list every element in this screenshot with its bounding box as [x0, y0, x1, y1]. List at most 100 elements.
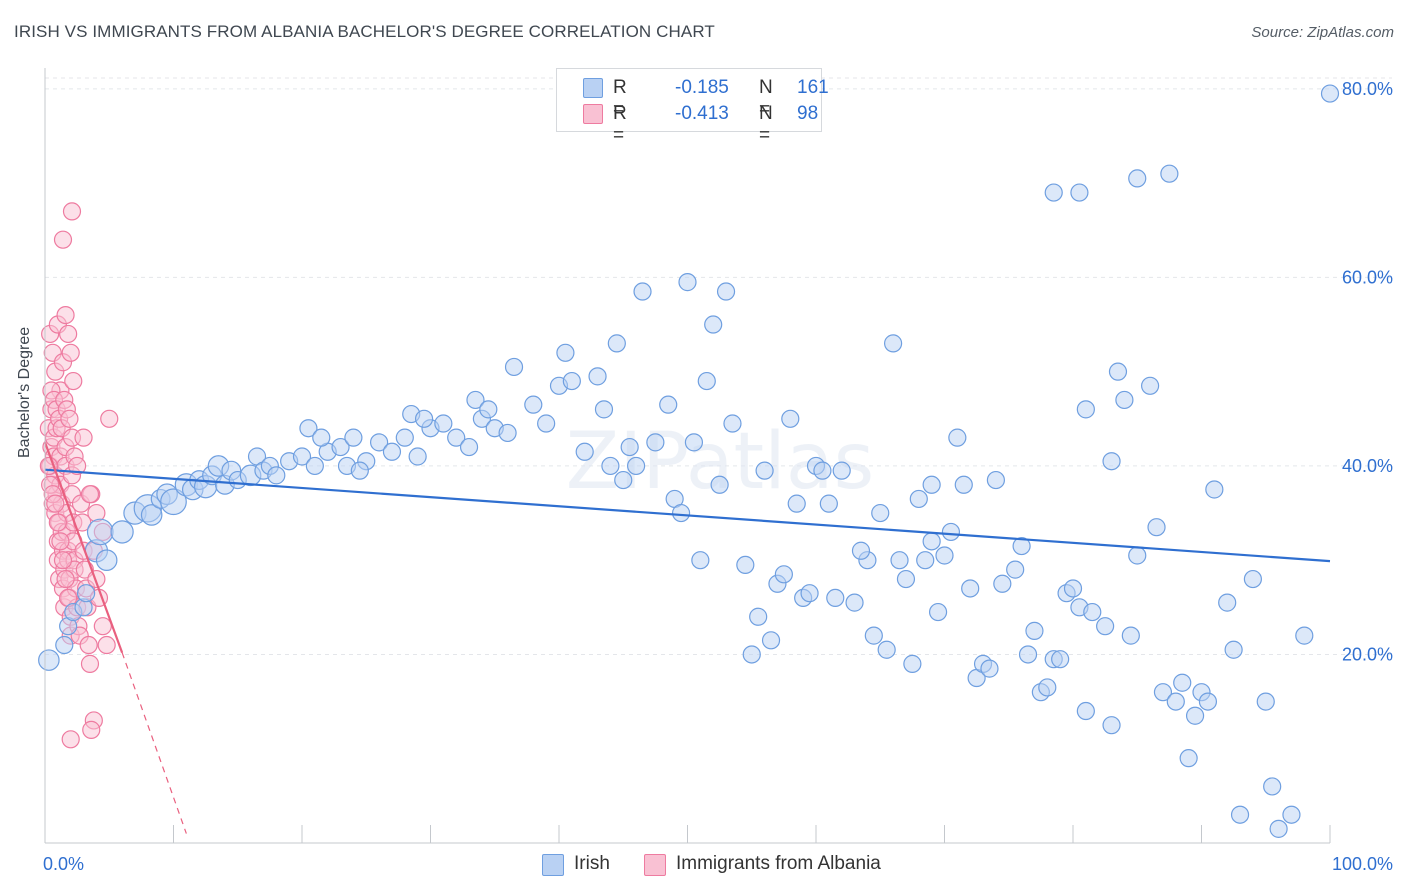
irish-point [1179, 749, 1198, 768]
albania-point [68, 456, 87, 476]
albania-legend-label: Immigrants from Albania [676, 853, 881, 874]
y-tick-label: 80.0% [1342, 79, 1393, 99]
irish-point [1147, 518, 1166, 537]
albania-point [56, 305, 75, 325]
irish-point [594, 400, 614, 419]
irish-point [787, 494, 806, 513]
irish-point [562, 371, 581, 391]
irish-point [1198, 692, 1218, 711]
source-prefix: Source: [1251, 24, 1308, 41]
x-tick-label: 0.0% [43, 854, 84, 874]
irish-point [890, 551, 909, 570]
albania-point [87, 569, 106, 589]
irish-point [761, 631, 781, 650]
albania-point [80, 485, 100, 504]
irish-point [736, 555, 755, 575]
irish-point [1320, 84, 1340, 103]
r-label: R = [613, 103, 627, 146]
albania-point [48, 513, 67, 532]
irish-point [1070, 183, 1089, 202]
axis-layer: 20.0% 40.0% 60.0% 80.0% 0.0% 100.0% [43, 68, 1393, 874]
irish-trend-line [44, 468, 1331, 563]
irish-points-layer [38, 84, 1340, 838]
irish-point [819, 494, 838, 513]
irish-point [38, 649, 60, 671]
irish-point [1051, 650, 1070, 669]
irish-point [742, 645, 761, 664]
irish-point [86, 518, 114, 546]
irish-point [697, 371, 716, 391]
irish-point [1160, 164, 1179, 183]
irish-point [883, 334, 903, 353]
irish-r-value: -0.185 [675, 77, 729, 98]
irish-point [774, 565, 793, 584]
irish-point [896, 569, 916, 589]
irish-point [299, 419, 318, 438]
irish-point [395, 428, 414, 447]
chart-title: IRISH VS IMMIGRANTS FROM ALBANIA BACHELO… [14, 22, 715, 41]
irish-point [813, 461, 832, 480]
albania-point [56, 569, 75, 589]
albania-point [53, 230, 73, 249]
irish-point [588, 367, 607, 386]
irish-point [1153, 683, 1173, 702]
albania-point [79, 635, 98, 655]
irish-point [922, 532, 941, 551]
irish-point [871, 503, 890, 523]
irish-point [466, 390, 485, 410]
albania-point [97, 635, 116, 655]
irish-point [1076, 400, 1095, 419]
irish-point [1083, 602, 1102, 622]
irish-point [993, 574, 1012, 593]
irish-point [684, 433, 704, 452]
irish-point [691, 551, 710, 570]
irish-point [1025, 621, 1044, 640]
irish-point [704, 315, 723, 334]
albania-point [60, 409, 79, 428]
n-label: N = [759, 103, 773, 146]
albania-point [82, 720, 101, 739]
irish-point [948, 428, 967, 447]
irish-point [77, 584, 96, 603]
irish-point [986, 470, 1006, 490]
albania-r-value: -0.413 [675, 103, 729, 124]
irish-legend-label: Irish [574, 853, 610, 874]
irish-point [292, 447, 312, 466]
albania-point [61, 343, 80, 362]
irish-point [826, 588, 845, 608]
irish-point [928, 602, 948, 622]
irish-point [344, 428, 363, 447]
irish-point [1128, 169, 1147, 188]
source-link[interactable]: ZipAtlas.com [1307, 24, 1394, 41]
irish-point [1115, 390, 1134, 410]
irish-point [633, 282, 652, 301]
trend-lines-layer [43, 441, 1331, 834]
irish-point [749, 607, 768, 626]
irish-point [382, 442, 402, 461]
albania-point [100, 409, 119, 428]
irish-point [459, 437, 479, 457]
irish-point [922, 475, 941, 494]
albania-swatch [583, 104, 603, 124]
r-label: R = [613, 77, 627, 120]
irish-swatch [583, 78, 603, 98]
albania-point [74, 428, 93, 447]
irish-point [1018, 645, 1038, 664]
irish-point [877, 640, 896, 659]
albania-point [62, 202, 82, 221]
irish-point [851, 541, 871, 560]
irish-point [1038, 678, 1057, 697]
y-tick-label: 20.0% [1342, 644, 1393, 664]
irish-point [434, 414, 453, 433]
irish-point [1173, 673, 1192, 692]
irish-point [537, 414, 556, 433]
irish-point [845, 593, 864, 612]
irish-point [1269, 819, 1288, 838]
irish-point [1121, 626, 1140, 645]
irish-point [1218, 593, 1237, 612]
irish-point [1102, 716, 1121, 735]
irish-n-value: 161 [797, 77, 829, 98]
irish-point [954, 475, 973, 494]
irish-point [659, 395, 678, 414]
